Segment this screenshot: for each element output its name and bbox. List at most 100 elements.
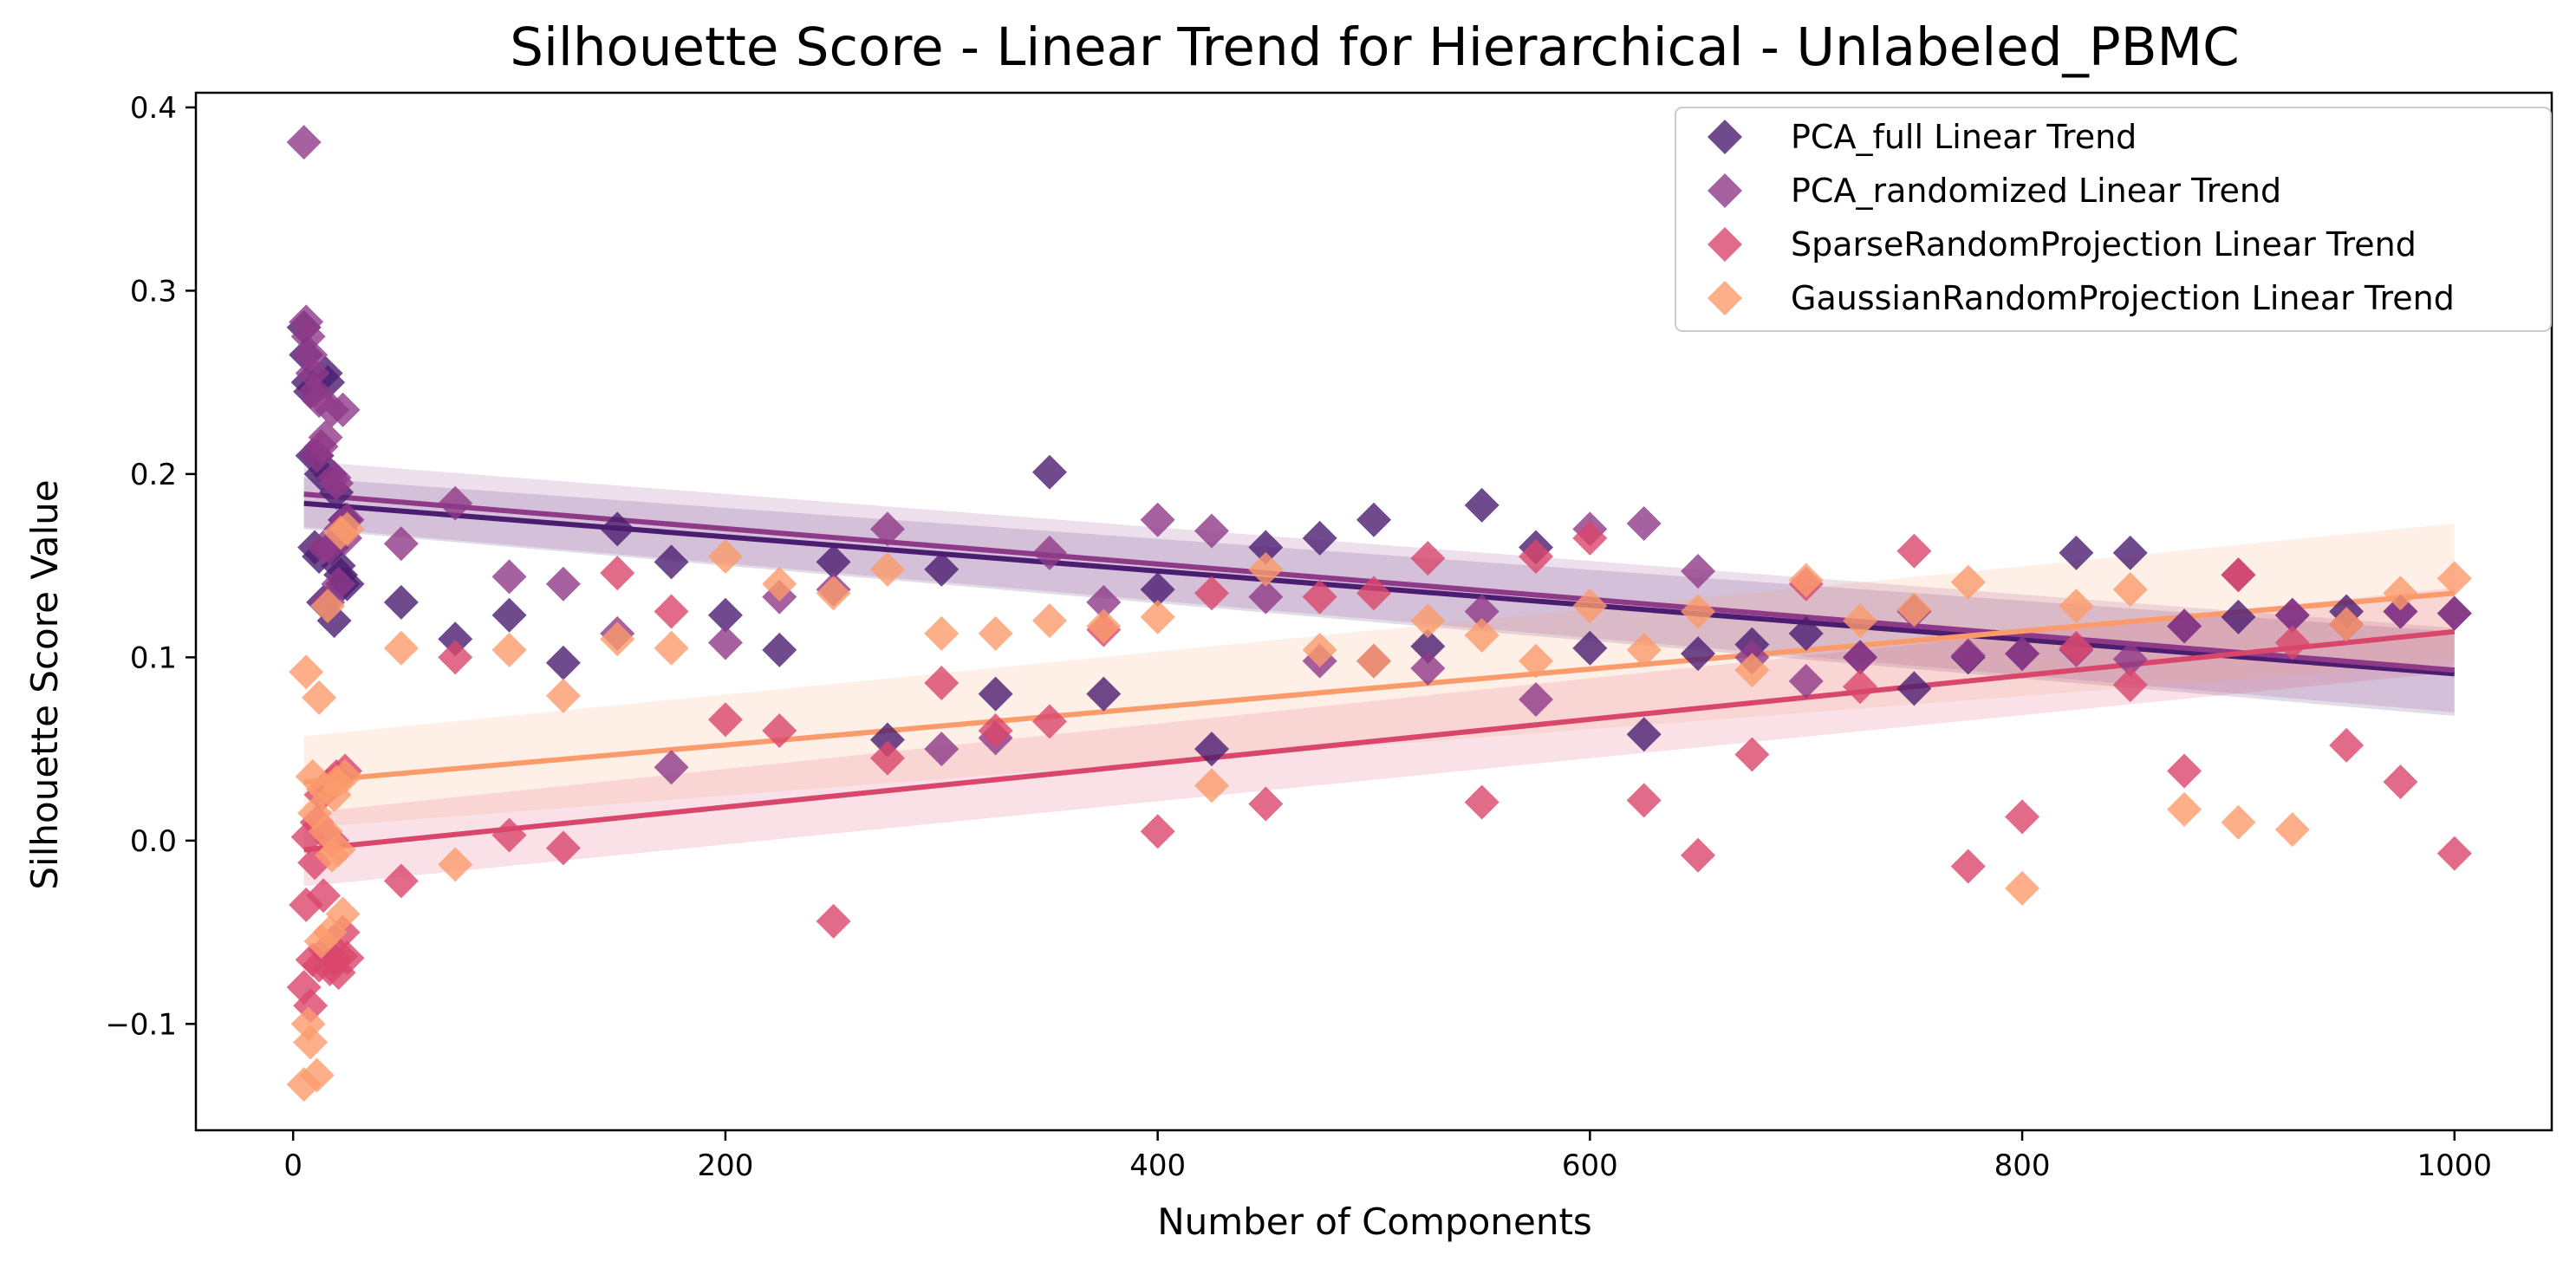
x-axis-ticks: 0 200 400 600 800 1000 [283,1130,2492,1183]
data-point [600,556,635,591]
data-point [438,621,473,657]
legend-marker-3 [1708,281,1742,315]
data-point [299,1057,335,1093]
data-point [1086,676,1122,712]
data-point [328,758,363,794]
y-axis-ticks: −0.1 0.0 0.1 0.2 0.3 0.4 [105,91,196,1042]
data-point [1734,737,1770,772]
data-point [1356,576,1391,611]
legend-label-1: PCA_randomized Linear Trend [1791,172,2281,210]
data-point [2059,535,2094,570]
x-axis-label: Number of Components [1157,1200,1592,1243]
legend-items: PCA_full Linear Trend PCA_randomized Line… [1708,118,2455,317]
data-point [654,630,689,666]
data-point [869,722,905,758]
data-point [1302,520,1337,556]
data-point [383,526,419,562]
data-point [2221,804,2256,840]
data-point [2221,599,2256,634]
data-point [869,511,905,547]
data-point [491,817,527,853]
data-point [1519,539,1554,575]
data-point [2059,589,2094,624]
data-point [1031,454,1067,490]
data-point [762,712,797,748]
data-point [978,712,1013,748]
data-point [1734,653,1770,688]
data-point [1681,553,1716,589]
data-point [1464,487,1499,523]
chart-title: Silhouette Score - Linear Trend for Hier… [510,16,2240,78]
data-point [1194,732,1229,767]
data-point [707,702,743,738]
legend-marker-2 [1708,227,1742,262]
x-tick-label: 0 [283,1148,302,1183]
data-point [816,544,851,580]
data-point [491,632,527,667]
data-point [329,511,365,547]
data-point [2005,636,2040,672]
data-point [306,878,342,914]
data-point [1572,589,1608,624]
data-point [2274,625,2310,660]
data-point [1031,603,1067,639]
x-tick-label: 200 [697,1148,753,1183]
data-point [2167,608,2202,644]
data-point [816,576,851,611]
data-point [1410,651,1446,686]
data-point [1464,617,1499,653]
data-point [2005,799,2040,835]
data-point [1626,717,1662,752]
data-point [1950,638,1986,673]
data-point [545,678,581,713]
data-point [1788,615,1824,651]
data-point [654,750,689,785]
data-point [1896,592,1932,628]
data-point [707,597,743,633]
data-point [289,887,324,922]
data-point [2436,595,2472,631]
data-point [2383,576,2418,611]
data-point [2436,561,2472,596]
data-point [2436,836,2472,871]
legend-box [1675,107,2552,332]
data-point [1031,535,1067,570]
data-point [321,832,356,868]
data-point [2059,630,2094,666]
legend-marker-1 [1708,173,1742,208]
data-point [1140,599,1175,634]
data-point [707,625,743,660]
data-point [1248,786,1284,822]
data-point [2383,764,2418,800]
data-point [289,654,324,690]
x-tick-label: 1000 [2417,1148,2493,1183]
data-point [1031,704,1067,739]
data-point [308,420,343,455]
data-point [1302,579,1337,615]
data-point [1519,682,1554,718]
x-tick-label: 800 [1994,1148,2051,1183]
data-point [545,566,581,602]
data-point [1896,671,1932,706]
trend-line-2 [303,628,2456,853]
data-point [600,511,635,547]
x-tick-label: 600 [1562,1148,1618,1183]
data-point [600,621,635,657]
data-point [2274,812,2310,848]
data-point [1626,783,1662,818]
data-point [1626,632,1662,667]
data-point [762,632,797,667]
data-point [1410,628,1446,664]
data-point [383,584,419,620]
data-point [310,589,346,624]
y-tick-label: 0.0 [130,824,177,859]
legend: PCA_full Linear Trend PCA_randomized Line… [1675,107,2552,332]
data-point [319,465,355,501]
data-point [1896,533,1932,569]
data-point [654,594,689,629]
y-tick-label: 0.1 [130,641,177,675]
data-point [1788,563,1824,598]
data-point [329,940,365,976]
legend-marker-0 [1708,120,1742,154]
